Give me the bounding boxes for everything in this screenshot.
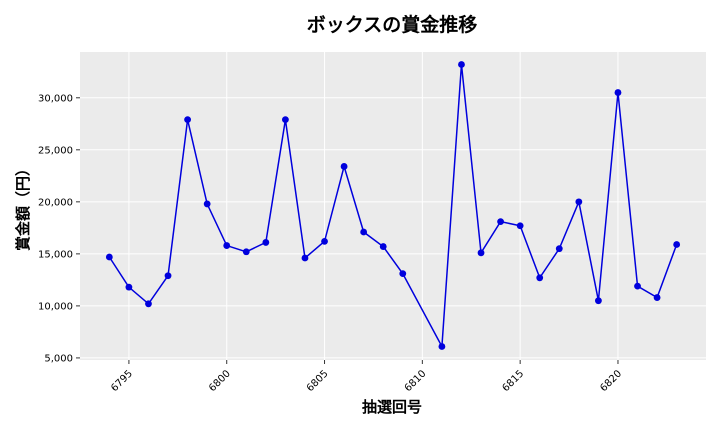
x-axis: 6795 6800 6805 6810 6815 6820 [109, 360, 624, 394]
plot-area [80, 52, 706, 360]
data-point [555, 245, 563, 253]
y-tick-label: 15,000 [38, 249, 73, 260]
data-point [653, 294, 661, 301]
x-tick-label: 6800 [207, 368, 233, 394]
x-tick-label: 6815 [501, 368, 527, 394]
y-axis-label: 賞金額（円） [14, 161, 32, 251]
data-point [105, 253, 113, 261]
data-point [301, 254, 309, 262]
data-point [379, 243, 387, 250]
data-point [497, 218, 504, 226]
x-tick-label: 6810 [403, 368, 429, 394]
data-point [634, 282, 641, 290]
data-point [184, 116, 191, 124]
x-tick-label: 6820 [598, 368, 624, 394]
data-point [145, 300, 152, 308]
y-tick-label: 25,000 [38, 145, 73, 156]
y-axis: 5,000 10,000 15,000 20,000 25,000 30,000 [38, 93, 80, 364]
data-point [223, 242, 231, 249]
grid-lines [80, 52, 706, 360]
data-point [458, 61, 465, 68]
data-point [340, 163, 348, 170]
data-point [360, 228, 368, 236]
data-point [595, 297, 602, 305]
x-tick-label: 6805 [305, 368, 331, 394]
data-point [203, 200, 211, 208]
y-tick-label: 5,000 [44, 353, 73, 364]
y-tick-label: 20,000 [38, 197, 73, 208]
y-tick-label: 10,000 [38, 301, 73, 312]
data-point [673, 241, 681, 248]
data-point [262, 239, 270, 246]
data-point [477, 249, 485, 257]
data-point [516, 222, 524, 230]
x-axis-label: 抽選回号 [362, 398, 422, 416]
data-point [438, 343, 446, 350]
data-point [321, 237, 328, 245]
chart-title: ボックスの賞金推移 [307, 13, 477, 36]
data-point [399, 270, 407, 278]
data-point [125, 283, 133, 291]
data-point [164, 272, 172, 280]
data-point [536, 274, 544, 282]
data-point [242, 248, 250, 256]
data-point [282, 116, 289, 124]
series-group [105, 61, 681, 350]
data-point [575, 198, 583, 206]
y-tick-label: 30,000 [38, 93, 73, 104]
x-tick-label: 6795 [109, 368, 135, 394]
data-point [614, 89, 622, 96]
